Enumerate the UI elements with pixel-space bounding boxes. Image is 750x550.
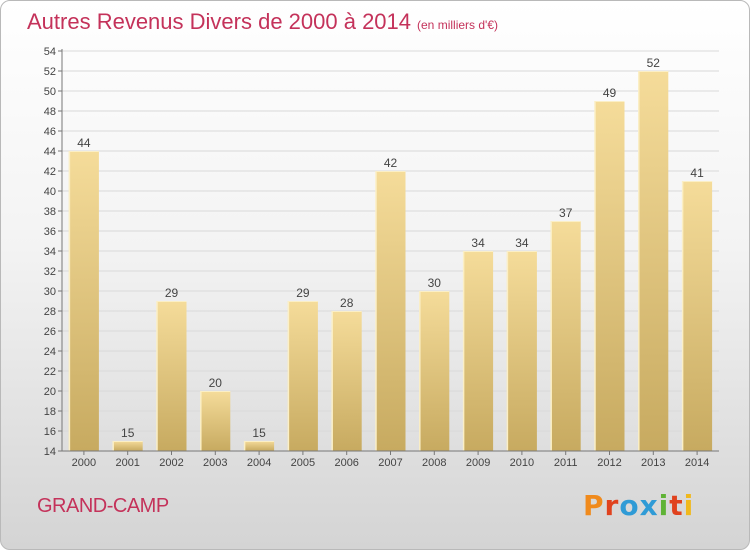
chart-title-text: Autres Revenus Divers de 2000 à 2014 [27,9,412,34]
data-label: 41 [690,166,704,180]
y-tick-label: 24 [44,346,56,358]
bar [375,171,406,451]
data-label: 44 [77,136,91,150]
bars [68,71,713,451]
bar [550,221,581,451]
y-tick-label: 34 [44,246,56,258]
data-label: 30 [428,276,442,290]
bar [638,71,669,451]
data-label: 34 [471,236,485,250]
data-label: 15 [121,426,135,440]
y-tick-label: 26 [44,326,56,338]
y-tick-label: 32 [44,266,56,278]
bar [68,151,99,451]
y-tick-label: 28 [44,306,56,318]
bar [682,181,713,451]
y-tick-label: 44 [44,146,56,158]
data-label: 42 [384,156,398,170]
data-label: 37 [559,206,573,220]
x-tick-label: 2014 [685,457,709,469]
data-label: 29 [296,286,310,300]
y-tick-label: 18 [44,406,56,418]
bar [112,441,143,451]
bar [331,311,362,451]
axes: 14 16 18 20 22 24 26 28 30 32 34 36 38 40 42 44 46 48 50 52… [44,46,719,469]
data-label: 29 [165,286,179,300]
bar [463,251,494,451]
bar [156,301,187,451]
y-tick-label: 30 [44,286,56,298]
brand-letter: i [683,489,695,522]
data-label: 20 [209,376,223,390]
brand-letter: P [583,489,605,522]
bar [506,251,537,451]
data-label: 49 [603,86,617,100]
y-tick-label: 48 [44,106,56,118]
brand-letter: r [604,489,620,522]
data-label: 28 [340,296,354,310]
x-tick-label: 2007 [378,457,402,469]
x-tick-label: 2013 [641,457,665,469]
x-tick-label: 2012 [597,457,621,469]
brand-logo: Proxiti [583,489,694,522]
bar [419,291,450,451]
brand-letter: i [658,489,670,522]
y-tick-label: 36 [44,226,56,238]
y-tick-label: 16 [44,426,56,438]
brand-letter: t [669,489,684,522]
y-tick-label: 20 [44,386,56,398]
x-tick-label: 2008 [422,457,446,469]
y-tick-label: 14 [44,446,56,458]
x-tick-label: 2011 [554,457,578,469]
x-tick-label: 2005 [291,457,315,469]
data-label: 34 [515,236,529,250]
x-tick-label: 2010 [510,457,534,469]
bar [287,301,318,451]
place-name: GRAND-CAMP [37,495,169,517]
x-tick-label: 2000 [72,457,96,469]
y-tick-label: 40 [44,186,56,198]
chart-subtitle: (en milliers d'€) [417,18,498,32]
y-tick-label: 50 [44,86,56,98]
y-tick-label: 42 [44,166,56,178]
chart-title: Autres Revenus Divers de 2000 à 2014 (en … [27,9,498,35]
brand-letter: x [639,489,659,522]
y-tick-label: 52 [44,66,56,78]
x-tick-label: 2001 [115,457,139,469]
x-tick-label: 2002 [159,457,183,469]
data-label: 52 [647,56,661,70]
y-tick-label: 22 [44,366,56,378]
labels: 44 15 29 20 15 29 28 42 30 34 34 37 49 52 41 [77,56,704,440]
bar [594,101,625,451]
y-tick-label: 38 [44,206,56,218]
bar [244,441,275,451]
y-tick-label: 46 [44,126,56,138]
x-tick-label: 2004 [247,457,271,469]
data-label: 15 [252,426,266,440]
brand-letter: o [619,489,640,522]
x-tick-label: 2003 [203,457,227,469]
y-tick-label: 54 [44,46,56,58]
bar [200,391,231,451]
x-tick-label: 2006 [334,457,358,469]
x-tick-label: 2009 [466,457,490,469]
